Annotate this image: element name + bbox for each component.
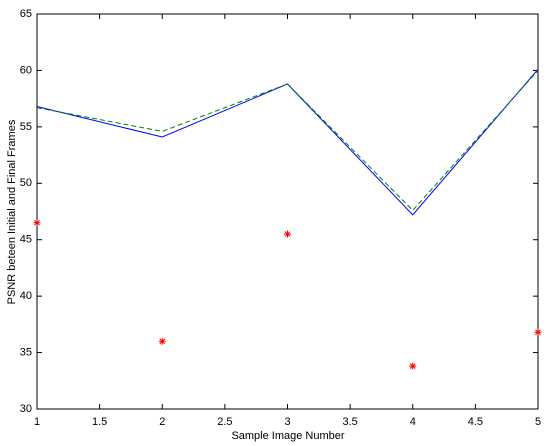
- x-tick-label: 2.5: [217, 416, 232, 428]
- x-tick-label: 5: [535, 416, 541, 428]
- y-tick-label: 50: [20, 177, 32, 189]
- y-tick-label: 30: [20, 403, 32, 415]
- star-marker: [33, 219, 41, 227]
- star-marker: [158, 337, 166, 345]
- y-tick-label: 65: [20, 8, 32, 20]
- x-tick-label: 4.5: [468, 416, 483, 428]
- plot-area: [36, 13, 539, 410]
- y-tick-label: 55: [20, 121, 32, 133]
- star-marker: [284, 230, 291, 238]
- series-line: [36, 68, 539, 216]
- y-axis-label: PSNR beteen Initial and Final Frames: [6, 119, 18, 304]
- star-marker: [534, 328, 542, 336]
- x-tick-label: 1: [34, 416, 40, 428]
- x-tick-label: 1.5: [92, 416, 107, 428]
- x-tick-label: 4: [410, 416, 416, 428]
- y-tick-label: 40: [20, 290, 32, 302]
- x-axis-label: Sample Image Number: [231, 430, 344, 442]
- series-line: [36, 70, 539, 212]
- y-tick-label: 35: [20, 346, 32, 358]
- star-marker: [409, 362, 417, 370]
- x-tick-label: 2: [159, 416, 165, 428]
- y-tick-label: 60: [20, 64, 32, 76]
- x-tick-label: 3: [284, 416, 290, 428]
- y-tick-label: 45: [20, 234, 32, 246]
- x-tick-label: 3.5: [342, 416, 357, 428]
